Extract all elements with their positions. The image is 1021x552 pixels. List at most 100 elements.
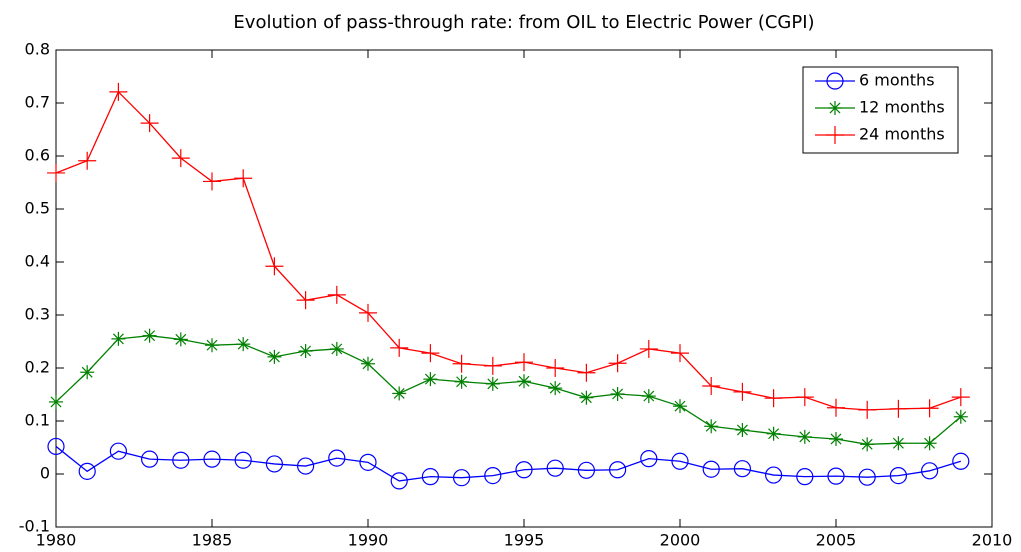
marker-shape <box>144 330 156 342</box>
data-point <box>49 394 63 409</box>
x-tick-label: 1995 <box>504 531 545 550</box>
data-point <box>80 365 95 380</box>
data-point <box>47 437 65 456</box>
data-point <box>296 291 315 310</box>
legend-label: 12 months <box>859 98 945 117</box>
data-point <box>953 409 968 424</box>
data-point <box>297 457 315 475</box>
marker-shape <box>826 72 844 90</box>
marker-shape <box>952 452 970 470</box>
marker-shape <box>827 467 845 485</box>
marker-shape <box>297 457 315 475</box>
marker-shape <box>643 390 655 402</box>
data-point <box>234 169 253 188</box>
marker-shape <box>674 400 686 412</box>
marker-shape <box>265 455 283 473</box>
data-point <box>671 344 689 363</box>
data-point <box>796 468 814 486</box>
data-point <box>860 437 875 452</box>
marker-shape <box>172 451 190 469</box>
data-point <box>704 419 719 434</box>
data-point <box>952 452 970 470</box>
data-point <box>702 377 721 396</box>
data-point <box>421 344 440 363</box>
legend-marker <box>826 126 844 144</box>
data-point <box>390 472 408 490</box>
data-point <box>328 449 346 467</box>
series-line <box>55 445 961 482</box>
marker-shape <box>768 428 780 440</box>
data-point <box>797 429 812 444</box>
data-point <box>640 450 658 468</box>
marker-shape <box>47 437 65 456</box>
data-point <box>795 388 814 407</box>
data-point <box>423 372 438 387</box>
marker-shape <box>331 343 343 355</box>
data-point <box>829 432 843 447</box>
data-point <box>610 386 625 401</box>
data-point <box>421 468 439 486</box>
data-point <box>858 400 877 419</box>
x-tick-label: 2000 <box>660 531 701 550</box>
y-tick-label: 0.7 <box>25 93 50 112</box>
marker-shape <box>487 378 499 390</box>
marker-shape <box>892 437 904 449</box>
y-tick-label: 0.4 <box>25 252 50 271</box>
data-point <box>920 462 939 480</box>
marker-shape <box>81 366 93 378</box>
data-point <box>298 344 313 359</box>
data-point <box>517 374 531 389</box>
marker-shape <box>577 461 596 479</box>
marker-shape <box>889 466 908 485</box>
data-point <box>764 389 783 408</box>
data-point <box>764 466 783 484</box>
data-point <box>484 466 502 485</box>
data-point <box>922 436 937 451</box>
data-point <box>203 450 221 468</box>
marker-shape <box>393 387 405 399</box>
marker-shape <box>362 358 374 370</box>
data-point <box>359 303 377 322</box>
data-point <box>920 399 939 418</box>
data-point <box>172 451 190 469</box>
data-point <box>171 149 190 168</box>
data-point <box>889 399 908 418</box>
data-point <box>483 356 502 375</box>
marker-shape <box>421 468 439 486</box>
data-point <box>109 442 128 460</box>
marker-shape <box>764 466 783 484</box>
marker-shape <box>702 460 720 478</box>
marker-shape <box>612 388 624 400</box>
marker-shape <box>515 461 533 479</box>
data-point <box>515 461 533 479</box>
data-point <box>891 436 906 451</box>
data-point <box>236 337 251 352</box>
data-point <box>452 354 471 373</box>
x-tick-label: 2010 <box>972 531 1013 550</box>
marker-shape <box>234 451 252 469</box>
marker-shape <box>829 102 841 114</box>
marker-shape <box>705 420 717 432</box>
marker-shape <box>453 469 471 487</box>
legend-marker <box>826 72 844 90</box>
data-point <box>485 376 500 391</box>
data-point <box>889 466 908 485</box>
marker-shape <box>736 424 748 436</box>
data-point <box>140 114 159 133</box>
legend-marker <box>828 101 842 115</box>
y-tick-label: -0.1 <box>19 517 50 536</box>
y-tick-label: 0.1 <box>25 411 50 430</box>
data-point <box>111 331 126 346</box>
data-point <box>265 455 283 473</box>
data-point <box>234 451 252 469</box>
marker-shape <box>390 472 408 490</box>
data-point <box>173 332 188 347</box>
data-point <box>577 461 596 479</box>
data-point <box>858 468 876 486</box>
data-point <box>265 257 284 276</box>
marker-shape <box>300 345 312 357</box>
chart-title: Evolution of pass-through rate: from OIL… <box>233 12 814 33</box>
y-tick-label: 0.5 <box>25 199 50 218</box>
marker-shape <box>203 450 221 468</box>
